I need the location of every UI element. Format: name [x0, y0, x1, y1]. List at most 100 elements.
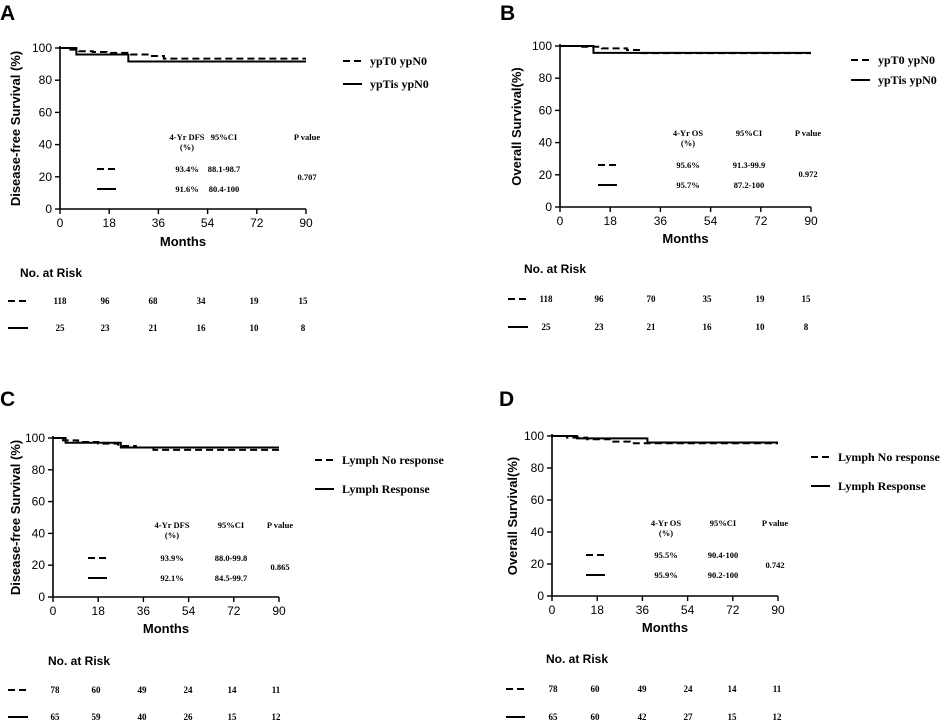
y-tick-label: 80 [32, 463, 46, 477]
risk-count: 10 [250, 323, 260, 333]
stats-header-pvalue: P value [294, 132, 320, 142]
y-axis-title: Disease-free Survival (%) [8, 440, 23, 595]
y-axis-title: Overall Survival(%) [505, 457, 520, 576]
x-tick-label: 36 [137, 604, 151, 618]
stats-header-ci: 95%CI [710, 518, 737, 528]
y-tick-label: 60 [39, 105, 53, 119]
panel-b: B 0 20 40 60 80 100 0 18 36 54 72 90 Months Overall Su… [500, 2, 937, 332]
stats-header-unit: (%) [165, 530, 179, 540]
risk-table-title: No. at Risk [524, 262, 586, 276]
stats-ci: 84.5-99.7 [215, 573, 248, 583]
risk-count: 96 [101, 296, 111, 306]
risk-count: 49 [638, 684, 648, 694]
panel-letter: C [0, 388, 15, 411]
legend-label: ypTis ypN0 [370, 77, 429, 91]
stats-estimate: 95.7% [676, 180, 699, 190]
y-tick-label: 0 [537, 589, 544, 603]
risk-count: 8 [301, 323, 306, 333]
panel-a: A 0 20 40 60 80 100 0 18 36 54 72 90 Months Disease-fr… [0, 2, 429, 333]
stats-header-unit: (%) [681, 138, 695, 148]
stats-header-ci: 95%CI [211, 132, 238, 142]
risk-count: 60 [591, 684, 601, 694]
risk-count: 11 [773, 684, 782, 694]
stats-header-estimate: 4-Yr DFS [154, 520, 189, 530]
stats-header-unit: (%) [180, 142, 194, 152]
risk-count: 23 [595, 322, 605, 332]
stats-header-estimate: 4-Yr OS [673, 128, 704, 138]
risk-count: 65 [549, 712, 559, 722]
x-tick-label: 36 [152, 216, 166, 230]
risk-count: 65 [51, 712, 61, 722]
risk-count: 78 [549, 684, 559, 694]
x-axis-title: Months [662, 231, 708, 246]
panel-letter: A [0, 2, 15, 25]
risk-count: 14 [728, 684, 738, 694]
stats-pvalue: 0.865 [270, 562, 289, 572]
y-tick-label: 100 [532, 39, 552, 53]
x-tick-label: 54 [681, 603, 695, 617]
y-tick-label: 0 [545, 200, 552, 214]
stats-ci: 88.0-99.8 [215, 553, 248, 563]
risk-count: 16 [703, 322, 713, 332]
stats-ci: 87.2-100 [734, 180, 764, 190]
y-tick-label: 80 [539, 71, 553, 85]
risk-count: 15 [299, 296, 309, 306]
legend-label: ypT0 ypN0 [370, 54, 427, 68]
risk-count: 96 [595, 294, 605, 304]
y-axis-title: Disease-free Survival (%) [8, 51, 23, 206]
y-tick-label: 60 [32, 495, 46, 509]
x-tick-label: 36 [636, 603, 650, 617]
risk-count: 24 [684, 684, 694, 694]
x-tick-label: 90 [804, 214, 818, 228]
km-curve-solid [60, 47, 306, 63]
stats-ci: 91.3-99.9 [733, 160, 766, 170]
risk-count: 19 [756, 294, 766, 304]
km-curve-solid [552, 435, 778, 444]
risk-table-title: No. at Risk [546, 652, 608, 666]
x-tick-label: 36 [654, 214, 668, 228]
stats-ci: 90.2-100 [708, 570, 738, 580]
x-tick-label: 90 [771, 603, 785, 617]
stats-estimate: 95.6% [676, 160, 699, 170]
risk-count: 118 [53, 296, 67, 306]
legend-label: Lymph Response [342, 482, 430, 496]
panel-letter: D [499, 388, 514, 411]
stats-pvalue: 0.972 [798, 169, 817, 179]
stats-pvalue: 0.707 [297, 172, 317, 182]
risk-count: 34 [197, 296, 207, 306]
stats-ci: 88.1-98.7 [208, 164, 241, 174]
legend-label: ypTis ypN0 [878, 73, 937, 87]
stats-header-unit: (%) [659, 528, 673, 538]
risk-count: 23 [101, 323, 111, 333]
x-axis-title: Months [143, 621, 189, 636]
y-tick-label: 20 [531, 557, 545, 571]
risk-count: 24 [184, 685, 194, 695]
stats-header-pvalue: P value [762, 518, 788, 528]
risk-count: 27 [684, 712, 694, 722]
risk-count: 15 [728, 712, 738, 722]
y-tick-label: 20 [539, 168, 553, 182]
x-tick-label: 72 [726, 603, 740, 617]
x-tick-label: 72 [250, 216, 264, 230]
risk-count: 35 [703, 294, 713, 304]
legend-label: Lymph Response [838, 479, 926, 493]
x-axis-title: Months [642, 620, 688, 635]
legend-label: Lymph No response [838, 450, 940, 464]
risk-count: 60 [591, 712, 601, 722]
x-tick-label: 0 [549, 603, 556, 617]
y-axis-title: Overall Survival(%) [509, 67, 524, 186]
stats-header-pvalue: P value [795, 128, 821, 138]
x-tick-label: 72 [227, 604, 241, 618]
panel-c: C 0 20 40 60 80 100 0 18 36 54 72 90 Months Disease-fr… [0, 388, 444, 722]
risk-count: 49 [138, 685, 148, 695]
stats-estimate: 92.1% [160, 573, 183, 583]
stats-header-ci: 95%CI [218, 520, 245, 530]
risk-count: 14 [228, 685, 238, 695]
risk-count: 8 [804, 322, 809, 332]
stats-estimate: 93.9% [160, 553, 183, 563]
stats-header-pvalue: P value [267, 520, 293, 530]
risk-count: 60 [92, 685, 102, 695]
stats-ci: 80.4-100 [209, 184, 239, 194]
risk-count: 19 [250, 296, 260, 306]
x-tick-label: 0 [557, 214, 564, 228]
